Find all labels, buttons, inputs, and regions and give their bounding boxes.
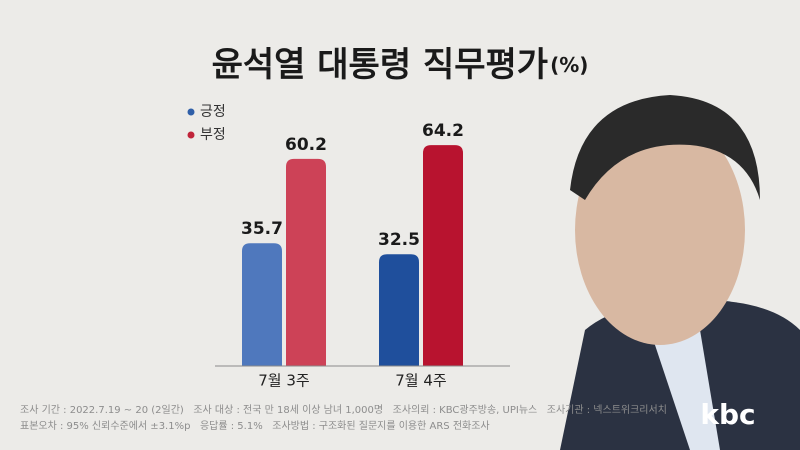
value-label: 35.7 bbox=[241, 219, 283, 239]
value-label: 32.5 bbox=[378, 230, 420, 250]
value-label: 64.2 bbox=[422, 121, 464, 141]
chart-title: 윤석열 대통령 직무평가 (%) bbox=[212, 45, 589, 85]
bar bbox=[379, 254, 419, 366]
value-label: 60.2 bbox=[285, 135, 327, 155]
bar bbox=[286, 158, 326, 366]
bar bbox=[242, 243, 282, 366]
title-text: 윤석열 대통령 직무평가 bbox=[212, 45, 548, 85]
footnote: 표본오차 : 95% 신뢰수준에서 ±3.1%p 응답률 : 5.1% 조사방법… bbox=[20, 420, 490, 432]
logo: kbc bbox=[700, 398, 755, 431]
legend-marker bbox=[187, 108, 195, 116]
legend-label: 부정 bbox=[200, 127, 226, 143]
title-unit: (%) bbox=[550, 53, 588, 77]
x-tick-label: 7월 4주 bbox=[395, 372, 446, 390]
footnote: 조사 기간 : 2022.7.19 ~ 20 (2일간) 조사 대상 : 전국 … bbox=[20, 403, 667, 416]
x-tick-label: 7월 3주 bbox=[258, 372, 309, 390]
portrait bbox=[560, 95, 800, 450]
bar bbox=[423, 145, 463, 366]
legend-label: 긍정 bbox=[200, 104, 226, 120]
legend-marker bbox=[187, 131, 195, 139]
